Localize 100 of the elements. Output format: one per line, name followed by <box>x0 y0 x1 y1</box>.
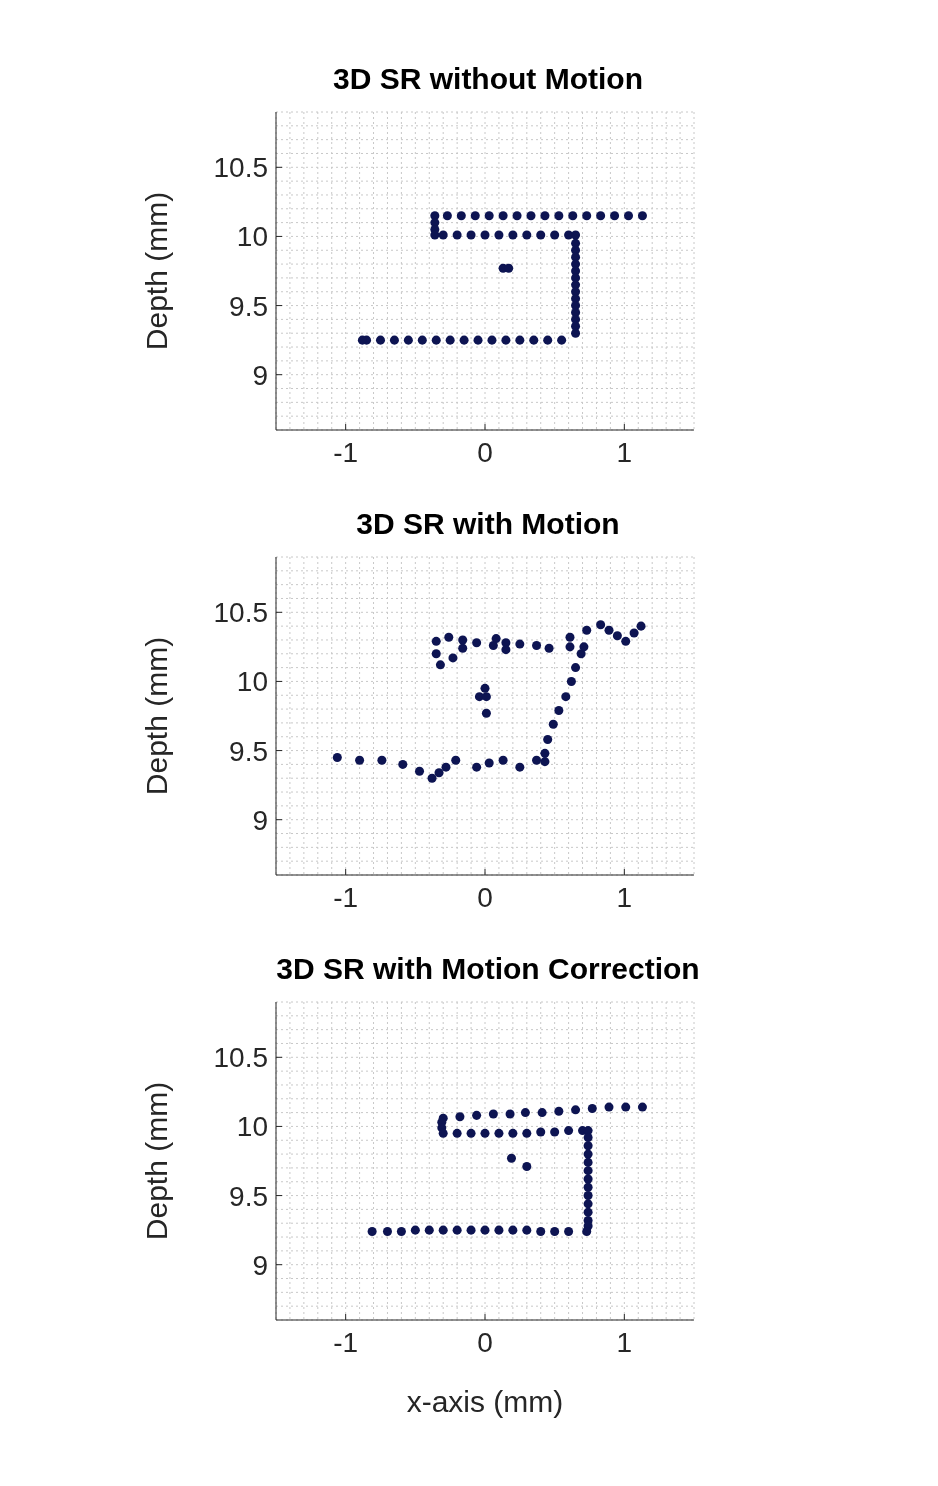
x-tick-label: 0 <box>477 1326 493 1358</box>
y-tick-label: 10 <box>236 1111 268 1143</box>
point <box>484 758 494 768</box>
point <box>604 1102 614 1112</box>
point <box>505 1109 515 1119</box>
point <box>565 632 575 642</box>
point <box>451 755 461 765</box>
point <box>583 1157 593 1167</box>
point <box>583 1149 593 1159</box>
point <box>522 1225 532 1235</box>
point <box>431 649 441 659</box>
point <box>415 766 425 776</box>
point <box>522 1162 532 1172</box>
point <box>571 663 581 673</box>
point <box>583 1182 593 1192</box>
point <box>540 748 550 758</box>
point <box>621 1102 631 1112</box>
point <box>398 759 408 769</box>
y-axis-title: Depth (mm) <box>139 636 173 796</box>
point <box>587 1103 597 1113</box>
point <box>452 1225 462 1235</box>
point <box>543 735 553 745</box>
point <box>480 1225 490 1235</box>
chart-title: 3D SR without Motion <box>332 62 644 96</box>
point <box>566 676 576 686</box>
x-tick-label: 1 <box>616 881 633 913</box>
y-tick-label: 10.5 <box>213 597 268 629</box>
point <box>481 692 491 702</box>
point <box>554 1106 564 1116</box>
point <box>438 1128 448 1138</box>
point <box>452 1128 462 1138</box>
point <box>396 1227 406 1237</box>
point <box>508 1128 518 1138</box>
point <box>434 768 444 778</box>
point <box>540 757 550 767</box>
point <box>480 1128 490 1138</box>
point <box>427 773 437 783</box>
point <box>377 755 387 765</box>
y-tick-label: 9 <box>252 804 268 836</box>
point <box>481 708 491 718</box>
x-tick-label: 1 <box>616 1326 633 1358</box>
point <box>458 635 468 645</box>
point <box>548 719 558 729</box>
point <box>472 762 482 772</box>
point <box>332 752 342 762</box>
point <box>621 636 631 646</box>
point <box>410 1225 420 1235</box>
point <box>441 762 451 772</box>
y-tick-label: 10 <box>236 666 268 698</box>
point <box>536 1227 546 1237</box>
x-tick-label: -1 <box>333 1326 359 1358</box>
point <box>520 1108 530 1118</box>
y-tick-label: 9.5 <box>229 735 268 767</box>
y-tick-label: 10.5 <box>213 1042 268 1074</box>
chart-title: 3D SR with Motion Correction <box>275 952 701 986</box>
point <box>561 692 571 702</box>
chart-title: 3D SR with Motion <box>355 507 621 541</box>
point <box>564 1126 574 1136</box>
point <box>466 1128 476 1138</box>
x-tick-label: 0 <box>477 436 493 468</box>
point <box>604 625 614 635</box>
point <box>382 1227 392 1237</box>
y-tick-label: 9.5 <box>229 290 268 322</box>
point <box>355 755 365 765</box>
point <box>498 755 508 765</box>
point <box>508 1225 518 1235</box>
point <box>550 1127 560 1137</box>
y-axis-title: Depth (mm) <box>139 1081 173 1241</box>
point <box>537 1108 547 1118</box>
y-tick-label: 9 <box>252 1249 268 1281</box>
point <box>564 1227 574 1237</box>
point <box>565 642 575 652</box>
point <box>424 1225 434 1235</box>
point <box>532 755 542 765</box>
y-tick-label: 10 <box>236 221 268 253</box>
x-tick-label: -1 <box>333 436 359 468</box>
point <box>596 620 606 630</box>
point <box>583 1199 593 1209</box>
point <box>536 1127 546 1137</box>
point <box>583 1174 593 1184</box>
point <box>636 621 646 631</box>
point <box>583 1191 593 1201</box>
point <box>583 1141 593 1151</box>
point <box>472 638 482 648</box>
point <box>448 653 458 663</box>
y-axis-title: Depth (mm) <box>139 191 173 351</box>
point <box>612 631 622 641</box>
point <box>515 762 525 772</box>
x-tick-label: -1 <box>333 881 359 913</box>
point <box>582 1227 592 1237</box>
point <box>515 639 525 649</box>
point <box>431 636 441 646</box>
point <box>544 643 554 653</box>
point <box>571 1105 581 1115</box>
point <box>550 1227 560 1237</box>
point <box>532 640 542 650</box>
point <box>637 1102 647 1112</box>
x-tick-label: 1 <box>616 436 633 468</box>
y-tick-label: 9 <box>252 359 268 391</box>
point <box>488 640 498 650</box>
